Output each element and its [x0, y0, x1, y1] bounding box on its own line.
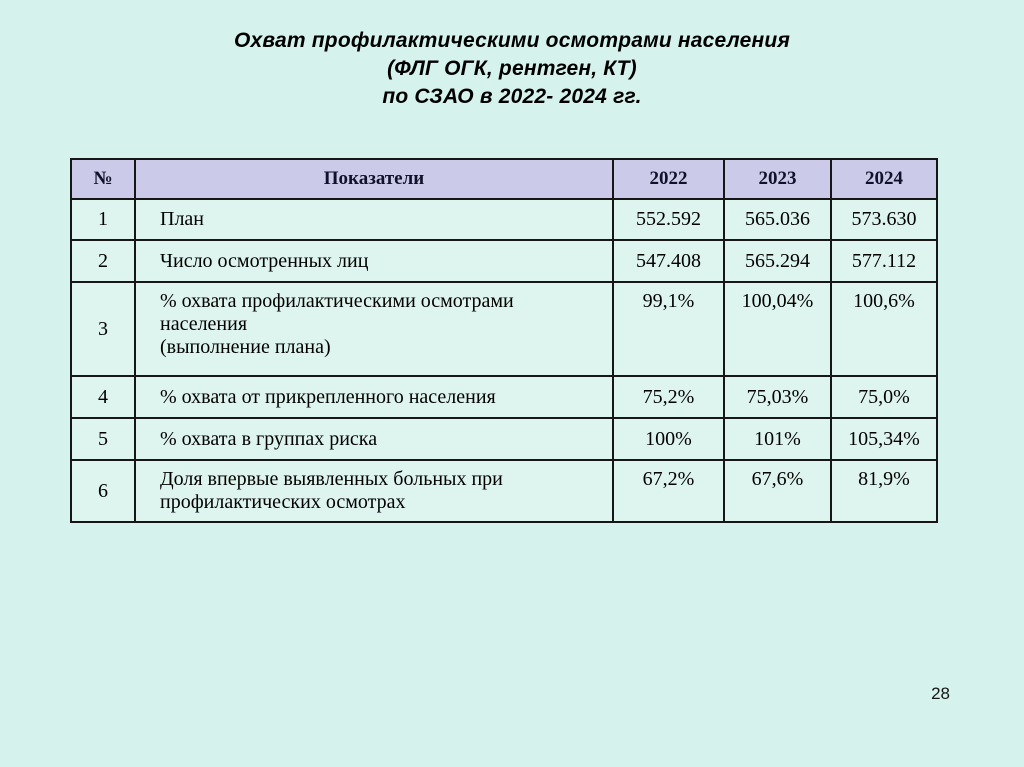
- row-value-2022: 67,2%: [612, 459, 725, 523]
- row-value-2024: 573.630: [830, 198, 938, 241]
- row-value-2024: 105,34%: [830, 417, 938, 461]
- header-year-2022: 2022: [612, 158, 725, 200]
- row-value-2023: 565.036: [723, 198, 832, 241]
- row-value-2023: 100,04%: [723, 281, 832, 377]
- row-number: 4: [70, 375, 136, 419]
- row-label: План: [134, 198, 614, 241]
- row-value-2023: 101%: [723, 417, 832, 461]
- row-number: 1: [70, 198, 136, 241]
- header-year-2023: 2023: [723, 158, 832, 200]
- row-value-2023: 565.294: [723, 239, 832, 283]
- row-value-2023: 67,6%: [723, 459, 832, 523]
- row-value-2024: 100,6%: [830, 281, 938, 377]
- row-number: 2: [70, 239, 136, 283]
- table-row: 4 % охвата от прикрепленного населения 7…: [70, 375, 938, 419]
- table-row: 2 Число осмотренных лиц 547.408 565.294 …: [70, 239, 938, 283]
- header-year-2024: 2024: [830, 158, 938, 200]
- table-row: 6 Доля впервые выявленных больных при пр…: [70, 459, 938, 523]
- table-row: 1 План 552.592 565.036 573.630: [70, 198, 938, 241]
- row-value-2024: 81,9%: [830, 459, 938, 523]
- row-value-2022: 75,2%: [612, 375, 725, 419]
- row-label: % охвата профилактическими осмотрами нас…: [134, 281, 614, 377]
- row-value-2022: 100%: [612, 417, 725, 461]
- row-value-2024: 577.112: [830, 239, 938, 283]
- row-value-2022: 552.592: [612, 198, 725, 241]
- row-number: 5: [70, 417, 136, 461]
- row-value-2024: 75,0%: [830, 375, 938, 419]
- row-value-2023: 75,03%: [723, 375, 832, 419]
- table-row: 3 % охвата профилактическими осмотрами н…: [70, 281, 938, 377]
- row-number: 6: [70, 459, 136, 523]
- header-indicator: Показатели: [134, 158, 614, 200]
- row-label: % охвата в группах риска: [134, 417, 614, 461]
- row-value-2022: 547.408: [612, 239, 725, 283]
- row-label: % охвата от прикрепленного населения: [134, 375, 614, 419]
- statistics-table: № Показатели 2022 2023 2024 1 План 552.5…: [70, 158, 938, 523]
- table-row: 5 % охвата в группах риска 100% 101% 105…: [70, 417, 938, 461]
- row-number: 3: [70, 281, 136, 377]
- slide-title: Охват профилактическими осмотрами населе…: [233, 29, 791, 108]
- table-header-row: № Показатели 2022 2023 2024: [70, 158, 938, 200]
- header-number: №: [70, 158, 136, 200]
- row-value-2022: 99,1%: [612, 281, 725, 377]
- row-label: Число осмотренных лиц: [134, 239, 614, 283]
- page-number: 28: [931, 684, 950, 703]
- row-label: Доля впервые выявленных больных при проф…: [134, 459, 614, 523]
